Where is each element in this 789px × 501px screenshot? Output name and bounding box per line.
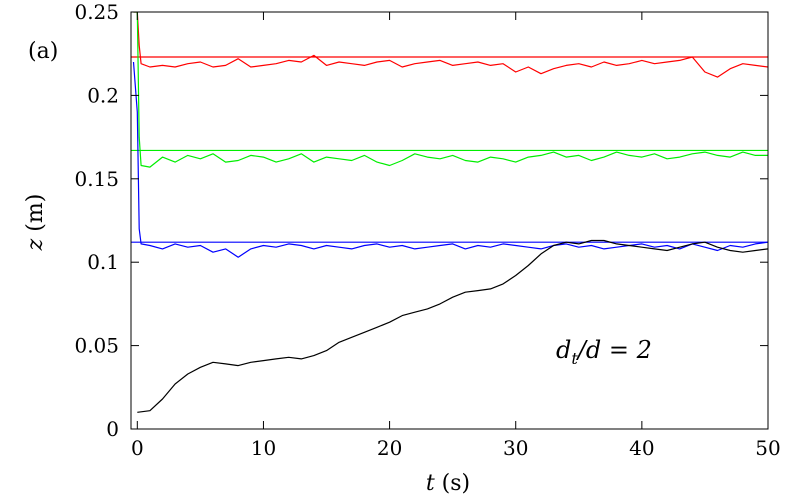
panel-label: (a) xyxy=(28,39,58,64)
y-axis-unit: (m) xyxy=(23,194,48,239)
y-tick-label-5: 0.25 xyxy=(74,0,119,24)
y-tick-label-0: 0 xyxy=(106,417,119,441)
data-layer xyxy=(131,12,768,413)
x-tick-label-1: 10 xyxy=(251,436,276,460)
ticks-layer: 0 10 20 30 40 50 0 0.05 0.1 0.15 0.2 0.25 xyxy=(74,0,780,460)
plot-frame xyxy=(130,11,769,430)
x-axis-variable: t xyxy=(426,471,435,496)
series-line-3 xyxy=(137,239,768,413)
x-tick-label-3: 30 xyxy=(503,436,528,460)
y-tick-label-3: 0.15 xyxy=(74,167,119,191)
annotation-subscript: t xyxy=(571,349,578,368)
y-tick-label-1: 0.05 xyxy=(74,334,119,358)
y-axis-variable: z xyxy=(23,238,48,251)
x-tick-label-2: 20 xyxy=(377,436,402,460)
series-line-2 xyxy=(132,61,768,258)
annotation-d: d xyxy=(556,336,571,364)
series-line-0 xyxy=(133,12,768,78)
series-line-1 xyxy=(133,12,768,168)
ratio-annotation: dt/d = 2 xyxy=(556,336,652,368)
x-tick-label-4: 40 xyxy=(629,436,654,460)
x-tick-label-5: 50 xyxy=(755,436,780,460)
x-axis-label: t (s) xyxy=(426,471,470,496)
y-tick-label-2: 0.1 xyxy=(87,250,119,274)
x-axis-unit: (s) xyxy=(435,471,470,496)
annotation-rest: /d = 2 xyxy=(576,336,652,364)
y-axis-label: z (m) xyxy=(23,194,48,252)
y-tick-label-4: 0.2 xyxy=(87,83,119,107)
x-tick-label-0: 0 xyxy=(131,436,144,460)
